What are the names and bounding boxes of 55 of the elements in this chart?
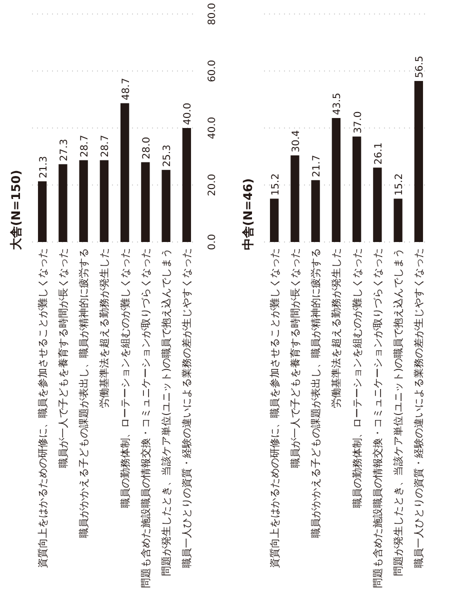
data-label: 40.0 xyxy=(182,102,194,125)
x-tick-label: 労働基準法を超える勤務が発生した xyxy=(330,248,343,408)
x-tick-label: 職員がかかえる子どもの課題が表出し、職員が精神的に疲労する xyxy=(78,248,90,538)
bar xyxy=(162,170,170,242)
data-label: 15.2 xyxy=(270,173,282,196)
bar xyxy=(373,168,382,242)
data-label: 25.3 xyxy=(162,144,174,167)
bar xyxy=(141,162,150,242)
x-tick-label: 職員がかかえる子どもの課題が表出し、職員が精神的に疲労する xyxy=(310,248,322,538)
x-tick-label: 資質向上をはかるための研修に、職員を参加させることが難しくなった xyxy=(36,248,49,568)
x-tick-label: 職員が一人で子どもを養育する時間が長くなった xyxy=(57,248,70,468)
data-label: 15.2 xyxy=(394,173,406,196)
data-label: 21.7 xyxy=(312,154,323,178)
bar xyxy=(394,198,402,242)
bar xyxy=(120,103,130,242)
x-tick-label: 職員一人ひとりの資質・経験の違いによる業務の差が生じやすくなった xyxy=(413,248,426,568)
data-label: 27.3 xyxy=(58,138,70,162)
bar xyxy=(100,160,109,242)
data-label: 28.0 xyxy=(141,136,152,160)
text: 大舎(N=150) xyxy=(9,170,23,250)
bar xyxy=(58,164,68,242)
data-label: 21.3 xyxy=(38,156,50,178)
x-tick-label: 職員一人ひとりの資質・経験の違いによる業務の差が生じやすくなった xyxy=(181,248,194,568)
data-label: 30.4 xyxy=(290,130,302,152)
bar xyxy=(182,128,192,242)
data-label: 26.1 xyxy=(373,142,384,165)
x-tick-label: 職員の勤務体制、ローテーションを組むのが難しくなった xyxy=(351,248,364,508)
bar xyxy=(414,80,424,242)
data-label: 43.5 xyxy=(332,92,344,116)
bar xyxy=(311,180,320,242)
x-tick-label: 資質向上をはかるための研修に、職員を参加させることが難しくなった xyxy=(268,248,281,568)
x-tick-label: 労働基準法を超える勤務が発生した xyxy=(98,248,111,408)
x-tick-label: 問題も含めた施設職員の情報交換・コミュニケーションが取りづらくなった xyxy=(140,248,152,588)
x-tick-label: 職員の勤務体制、ローテーションを組むのが難しくなった xyxy=(119,248,132,508)
x-tick-label: 問題も含めた施設職員の情報交換・コミュニケーションが取りづらくなった xyxy=(372,248,384,588)
y-tick-label: 80.0 xyxy=(207,2,218,26)
bar xyxy=(79,160,88,242)
data-label: 28.7 xyxy=(80,134,91,158)
data-label: 37.0 xyxy=(352,111,364,134)
y-tick-label: 40.0 xyxy=(207,116,218,140)
data-label: 56.5 xyxy=(414,56,426,78)
bar xyxy=(290,155,300,242)
bar xyxy=(270,198,279,242)
text: 中舎(N=46) xyxy=(241,178,255,250)
bar xyxy=(332,118,341,242)
y-tick-label: 60.0 xyxy=(207,60,218,82)
data-label: 48.7 xyxy=(120,78,132,100)
bar xyxy=(352,136,362,242)
x-tick-label: 問題が発生したとき、当該ケア単位(ユニット)の職員で抱え込んでしまう xyxy=(392,248,405,576)
x-tick-label: 問題が発生したとき、当該ケア単位(ユニット)の職員で抱え込んでしまう xyxy=(160,248,173,576)
y-tick-label: 20.0 xyxy=(207,174,218,196)
data-label: 28.7 xyxy=(100,134,112,158)
bar xyxy=(38,181,47,242)
y-tick-label: 0.0 xyxy=(207,234,218,250)
x-tick-label: 職員が一人で子どもを養育する時間が長くなった xyxy=(289,248,302,468)
